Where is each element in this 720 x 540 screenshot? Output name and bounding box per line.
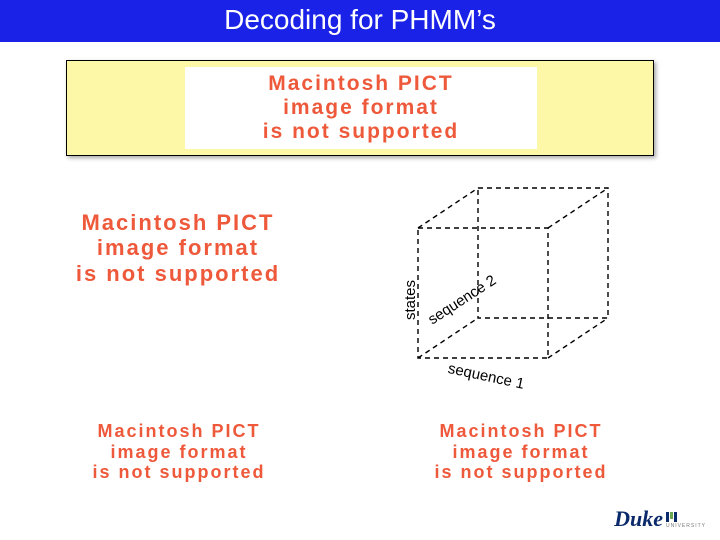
slide-title: Decoding for PHMM’s	[224, 4, 496, 35]
yellow-panel: Macintosh PICT image format is not suppo…	[66, 60, 654, 156]
pict-line-2: image format	[110, 442, 247, 463]
duke-logo: Duke UNIVERSITY	[614, 506, 706, 532]
pict-line-1: Macintosh PICT	[439, 421, 602, 442]
cube-diagram	[388, 178, 648, 388]
pict-line-3: is not supported	[76, 261, 280, 286]
pict-line-2: image format	[452, 442, 589, 463]
duke-logo-bars	[666, 512, 677, 522]
slide-title-bar: Decoding for PHMM’s	[0, 0, 720, 42]
pict-placeholder-bottom-left: Macintosh PICT image format is not suppo…	[40, 412, 318, 492]
duke-logo-text: Duke	[614, 506, 663, 532]
pict-placeholder-bottom-right: Macintosh PICT image format is not suppo…	[382, 412, 660, 492]
axis-label-states: states	[402, 280, 419, 320]
pict-placeholder-left: Macintosh PICT image format is not suppo…	[18, 198, 338, 298]
pict-line-1: Macintosh PICT	[268, 72, 454, 96]
logo-bar-2	[670, 512, 673, 519]
pict-line-1: Macintosh PICT	[97, 421, 260, 442]
logo-bar-1	[666, 512, 669, 522]
pict-line-3: is not supported	[93, 462, 266, 483]
pict-placeholder-top: Macintosh PICT image format is not suppo…	[185, 67, 537, 149]
pict-line-2: image format	[97, 235, 259, 260]
logo-bar-3	[674, 512, 677, 522]
pict-line-3: is not supported	[263, 120, 460, 144]
pict-line-3: is not supported	[435, 462, 608, 483]
pict-line-1: Macintosh PICT	[81, 210, 274, 235]
pict-line-2: image format	[283, 96, 439, 120]
cube-lines	[418, 188, 608, 358]
duke-logo-mark: UNIVERSITY	[666, 512, 706, 532]
duke-logo-sub: UNIVERSITY	[666, 523, 706, 529]
